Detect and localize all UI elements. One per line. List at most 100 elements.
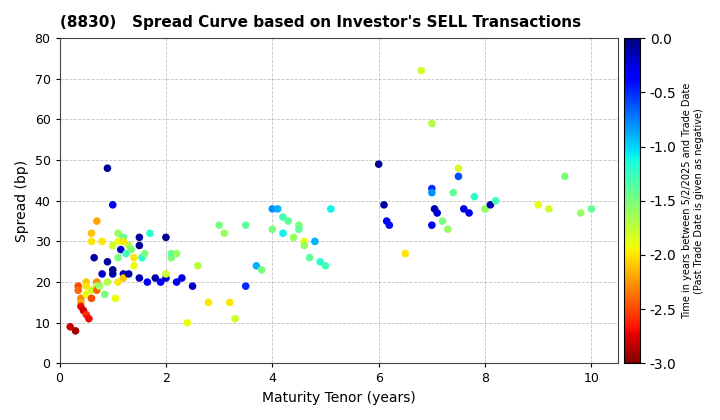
Point: [102, 165, 113, 172]
Point: [166, 255, 177, 261]
Point: [378, 202, 390, 208]
Point: [315, 258, 326, 265]
Point: [320, 262, 331, 269]
Point: [373, 161, 384, 168]
Point: [400, 250, 411, 257]
Point: [112, 279, 124, 286]
Point: [112, 230, 124, 236]
Y-axis label: Spread (bp): Spread (bp): [15, 160, 29, 242]
Point: [240, 283, 251, 289]
Point: [166, 250, 177, 257]
Point: [117, 275, 129, 281]
Point: [160, 270, 171, 277]
Point: [442, 226, 454, 233]
Y-axis label: Time in years between 5/2/2025 and Trade Date
(Past Trade Date is given as negat: Time in years between 5/2/2025 and Trade…: [683, 83, 704, 319]
Point: [453, 165, 464, 172]
Point: [186, 283, 198, 289]
Point: [89, 255, 100, 261]
Point: [70, 328, 81, 334]
Point: [437, 218, 449, 224]
Point: [299, 238, 310, 245]
Point: [117, 234, 129, 241]
Point: [203, 299, 215, 306]
Point: [272, 205, 284, 212]
Point: [266, 205, 278, 212]
Point: [73, 283, 84, 289]
Point: [464, 210, 475, 216]
Point: [426, 185, 438, 192]
Point: [171, 250, 182, 257]
Point: [309, 238, 320, 245]
Point: [109, 295, 121, 302]
Point: [485, 202, 496, 208]
Point: [73, 287, 84, 294]
Point: [160, 234, 171, 241]
Point: [181, 319, 193, 326]
Point: [134, 234, 145, 241]
Point: [65, 323, 76, 330]
Point: [115, 246, 127, 253]
Point: [429, 205, 441, 212]
Point: [458, 205, 469, 212]
Point: [81, 311, 92, 318]
Point: [123, 270, 135, 277]
X-axis label: Maturity Tenor (years): Maturity Tenor (years): [262, 391, 415, 405]
Point: [139, 250, 150, 257]
Point: [91, 218, 102, 224]
Point: [469, 193, 480, 200]
Text: (8830)   Spread Curve based on Investor's SELL Transactions: (8830) Spread Curve based on Investor's …: [60, 15, 581, 30]
Point: [86, 287, 97, 294]
Point: [282, 218, 294, 224]
Point: [160, 275, 171, 281]
Point: [256, 267, 267, 273]
Point: [480, 205, 491, 212]
Point: [107, 202, 119, 208]
Point: [176, 275, 188, 281]
Point: [585, 205, 597, 212]
Point: [251, 262, 262, 269]
Point: [91, 279, 102, 286]
Point: [128, 255, 140, 261]
Point: [426, 189, 438, 196]
Point: [490, 197, 501, 204]
Point: [325, 205, 336, 212]
Point: [81, 279, 92, 286]
Point: [453, 173, 464, 180]
Point: [277, 230, 289, 236]
Point: [426, 120, 438, 127]
Point: [277, 214, 289, 220]
Point: [75, 299, 86, 306]
Point: [240, 222, 251, 228]
Point: [533, 202, 544, 208]
Point: [381, 218, 392, 224]
Point: [99, 291, 111, 298]
Point: [415, 67, 427, 74]
Point: [431, 210, 443, 216]
Point: [75, 295, 86, 302]
Point: [447, 189, 459, 196]
Point: [150, 275, 161, 281]
Point: [123, 242, 135, 249]
Point: [78, 307, 89, 314]
Point: [96, 270, 108, 277]
Point: [543, 205, 554, 212]
Point: [559, 173, 570, 180]
Point: [384, 222, 395, 228]
Point: [107, 242, 119, 249]
Point: [107, 267, 119, 273]
Point: [91, 283, 102, 289]
Point: [136, 255, 148, 261]
Point: [75, 303, 86, 310]
Point: [112, 255, 124, 261]
Point: [120, 250, 132, 257]
Point: [219, 230, 230, 236]
Point: [304, 255, 315, 261]
Point: [293, 226, 305, 233]
Point: [575, 210, 587, 216]
Point: [155, 279, 166, 286]
Point: [144, 230, 156, 236]
Point: [117, 238, 129, 245]
Point: [128, 262, 140, 269]
Point: [81, 291, 92, 298]
Point: [134, 242, 145, 249]
